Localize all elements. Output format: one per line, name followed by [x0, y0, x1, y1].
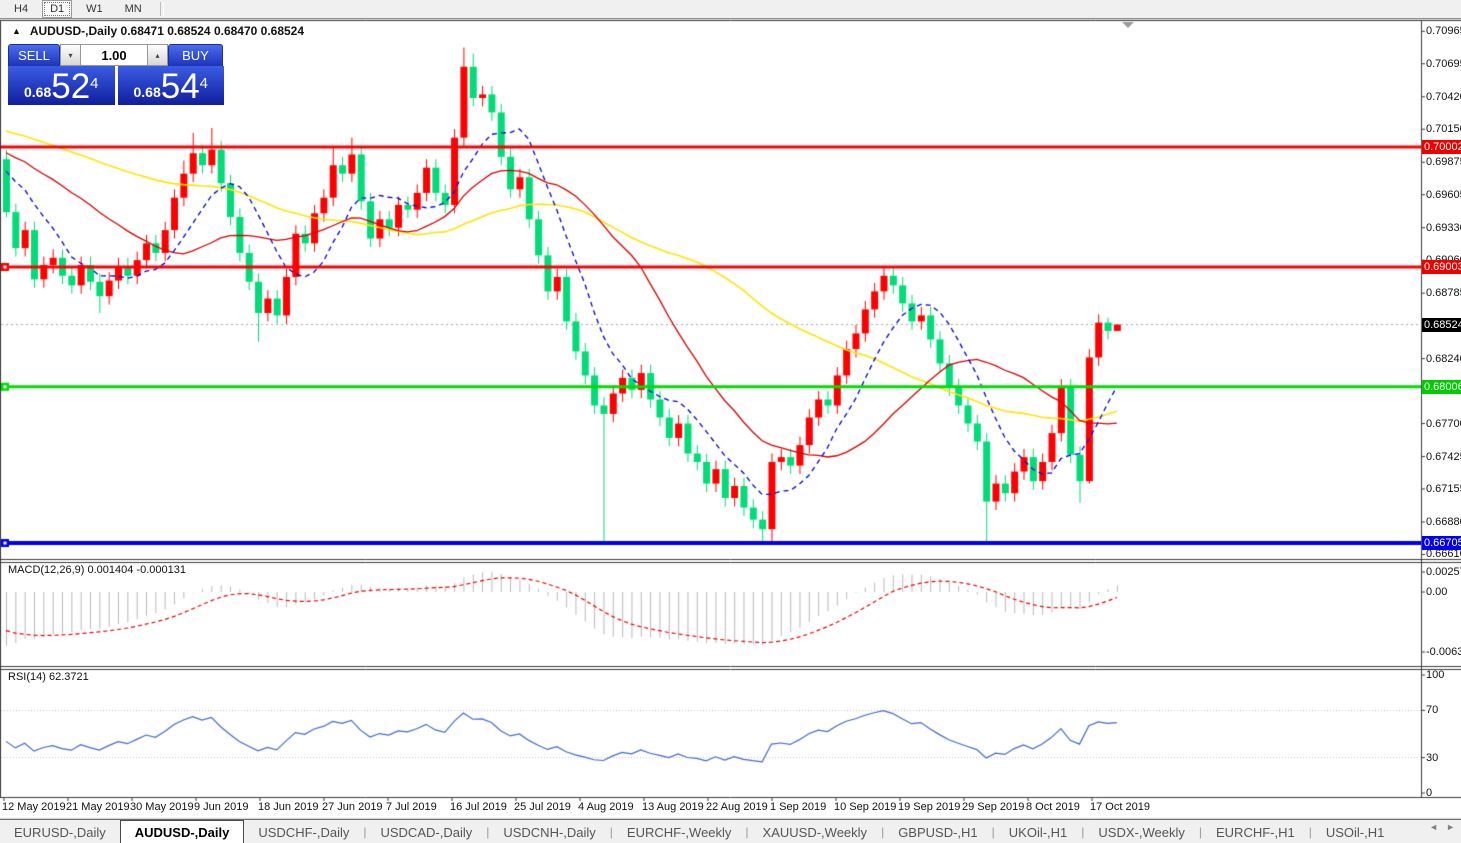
tab-separator: |	[1081, 825, 1085, 839]
tab-separator: |	[1308, 825, 1312, 839]
sell-price-main: 52	[51, 67, 91, 106]
price-axis-tick: 0.68785	[1426, 287, 1461, 300]
tab-separator: |	[363, 825, 367, 839]
date-axis-label: 8 Oct 2019	[1026, 801, 1080, 813]
rsi-axis-tick: 100	[1426, 669, 1445, 681]
price-tag-068006: 0.68006	[1422, 379, 1461, 394]
chart-tab-audusd-daily[interactable]: AUDUSD-,Daily	[119, 820, 245, 843]
chart-tab-eurchf-h1[interactable]: EURCHF-,H1	[1216, 824, 1295, 840]
price-axis-tick: 0.67425	[1426, 450, 1461, 463]
date-axis-label: 29 Sep 2019	[962, 801, 1025, 813]
chart-tab-usdchf-daily[interactable]: USDCHF-,Daily	[258, 824, 350, 840]
collapse-arrow-icon[interactable]: ▲	[12, 26, 21, 36]
tab-separator: |	[745, 825, 749, 839]
date-axis-label: 22 Aug 2019	[706, 801, 768, 813]
chart-tab-usdcad-daily[interactable]: USDCAD-,Daily	[380, 824, 473, 840]
date-axis-label: 1 Sep 2019	[770, 801, 827, 813]
timeframe-button-w1[interactable]: W1	[86, 3, 103, 15]
volume-decrease-button[interactable]: ▾	[60, 44, 81, 66]
rsi-axis-tick: 30	[1426, 752, 1439, 764]
buy-price-box[interactable]: 0.68 54 4	[117, 66, 224, 106]
price-axis-tick: 0.70695	[1426, 57, 1461, 70]
rsi-axis-tick: 0	[1426, 787, 1433, 799]
price-axis-tick: 0.67155	[1426, 482, 1461, 495]
date-axis-label: 12 May 2019	[2, 801, 66, 813]
chart-title: ▲ AUDUSD-,Daily 0.68471 0.68524 0.68470 …	[12, 24, 304, 38]
date-axis-label: 27 Jun 2019	[322, 801, 383, 813]
date-axis-label: 9 Jun 2019	[194, 801, 249, 813]
buy-price-main: 54	[160, 67, 200, 106]
price-tag-068524: 0.68524	[1422, 317, 1461, 332]
chart-ohlc-readout: 0.68471 0.68524 0.68470 0.68524	[120, 24, 305, 38]
tab-separator: |	[1198, 825, 1202, 839]
buy-button[interactable]: BUY	[168, 44, 223, 66]
macd-indicator-label: MACD(12,26,9) 0.001404 -0.000131	[8, 564, 186, 576]
macd-axis-tick: 0.002574	[1426, 566, 1461, 578]
sell-price-prefix: 0.68	[23, 84, 52, 100]
macd-axis-tick: 0.00	[1426, 586, 1448, 598]
chart-tabs-bar: EURUSD-,Daily AUDUSD-,Daily USDCHF-,Daily |…	[0, 819, 1461, 843]
triangle-up-icon: ▴	[155, 50, 160, 60]
price-axis-tick: 0.69875	[1426, 156, 1461, 169]
toolbar-separator	[159, 2, 164, 16]
price-tag-066705: 0.66705	[1422, 536, 1461, 551]
buy-price-prefix: 0.68	[133, 84, 161, 100]
triangle-down-icon: ▾	[68, 50, 73, 60]
date-axis-label: 7 Jul 2019	[386, 801, 437, 813]
tab-scroll-left-icon[interactable]: ◄	[1429, 822, 1439, 832]
tab-separator: |	[486, 825, 490, 839]
sell-price-pip: 4	[90, 75, 99, 92]
rsi-axis-tick: 70	[1426, 704, 1439, 716]
timeframe-toolbar: H4 D1 W1 MN	[0, 0, 1461, 19]
chart-tab-usoil-h1[interactable]: USOil-,H1	[1325, 824, 1385, 840]
price-axis-tick: 0.69605	[1426, 188, 1461, 201]
chart-tab-usdx-weekly[interactable]: USDX-,Weekly	[1098, 824, 1185, 840]
tab-scroll-right-icon[interactable]: ►	[1446, 822, 1455, 832]
chart-tab-ukoil-h1[interactable]: UKOil-,H1	[1008, 824, 1068, 840]
rsi-indicator-label: RSI(14) 62.3721	[8, 671, 89, 683]
sell-price-box[interactable]: 0.68 52 4	[8, 66, 115, 105]
price-tag-069003: 0.69003	[1422, 259, 1461, 274]
date-axis-label: 30 May 2019	[130, 801, 194, 813]
timeframe-button-h4[interactable]: H4	[14, 3, 29, 15]
volume-input[interactable]	[81, 44, 147, 66]
date-axis-label: 21 May 2019	[66, 801, 130, 813]
date-axis-label: 13 Aug 2019	[642, 801, 704, 813]
tab-separator: |	[991, 825, 995, 839]
tab-separator: |	[609, 825, 613, 839]
sell-button[interactable]: SELL	[8, 44, 60, 66]
chart-symbol-label: AUDUSD-,Daily	[29, 24, 118, 38]
date-axis-label: 10 Sep 2019	[834, 801, 897, 813]
timeframe-button-mn[interactable]: MN	[124, 3, 142, 15]
date-axis-label: 17 Oct 2019	[1090, 801, 1150, 813]
price-axis-tick: 0.70965	[1426, 25, 1461, 38]
date-axis-label: 4 Aug 2019	[578, 801, 634, 813]
macd-axis-tick: -0.006326	[1426, 646, 1461, 658]
tab-scroll-arrows: ◄ ►	[1429, 822, 1455, 832]
date-axis-label: 19 Sep 2019	[898, 801, 961, 813]
chart-tab-eurchf-weekly[interactable]: EURCHF-,Weekly	[626, 824, 732, 840]
tab-separator: |	[881, 825, 885, 839]
chart-tab-xauusd-weekly[interactable]: XAUUSD-,Weekly	[762, 824, 868, 840]
chart-tab-usdcnh-daily[interactable]: USDCNH-,Daily	[503, 824, 596, 840]
chart-tab-gbpusd-h1[interactable]: GBPUSD-,H1	[898, 824, 978, 840]
price-tag-070002: 0.70002	[1422, 140, 1461, 154]
date-axis-label: 16 Jul 2019	[450, 801, 507, 813]
date-axis-label: 25 Jul 2019	[514, 801, 571, 813]
chart-tab-eurusd-daily[interactable]: EURUSD-,Daily	[14, 824, 106, 840]
volume-increase-button[interactable]: ▴	[147, 44, 168, 66]
timeframe-button-d1[interactable]: D1	[42, 0, 73, 18]
date-axis-label: 18 Jun 2019	[258, 801, 319, 813]
buy-price-pip: 4	[199, 75, 209, 92]
